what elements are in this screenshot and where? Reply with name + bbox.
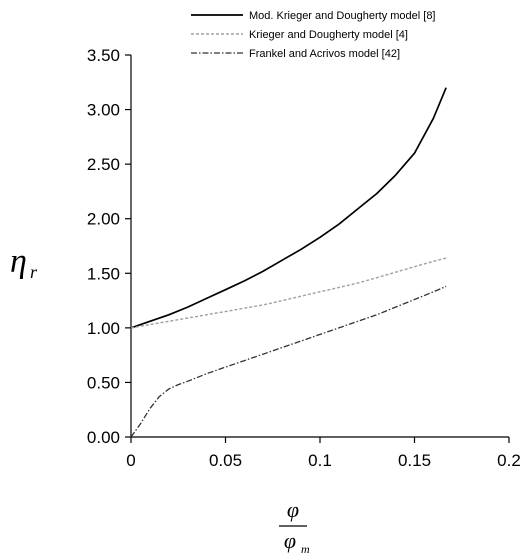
y-tick-label: 3.50: [87, 46, 120, 65]
y-tick-label: 3.00: [87, 101, 120, 120]
y-tick-label: 0.50: [87, 373, 120, 392]
x-tick-label: 0.2: [497, 451, 521, 470]
x-axis-label: φ φ m: [279, 497, 310, 556]
y-axis-label-main: η: [10, 243, 27, 280]
y-tick-label: 1.00: [87, 319, 120, 338]
y-tick-label: 2.00: [87, 210, 120, 229]
y-axis-label: η r: [10, 243, 38, 282]
x-axis-ticks: 0 0.05 0.1 0.15 0.2: [126, 437, 521, 470]
series-line-1: [130, 87, 447, 329]
legend: Mod. Krieger and Dougherty model [8] Krie…: [191, 10, 436, 60]
x-tick-label: 0.15: [398, 451, 431, 470]
y-tick-label: 1.50: [87, 264, 120, 283]
x-axis-label-denominator-sub: m: [301, 542, 310, 556]
y-axis-label-sub: r: [30, 262, 38, 282]
series-line-3: [130, 285, 447, 438]
legend-entry-1: Mod. Krieger and Dougherty model [8]: [249, 10, 436, 22]
series-line-2: [130, 257, 447, 329]
x-tick-label: 0.1: [308, 451, 332, 470]
y-axis-ticks: 0.00 0.50 1.00 1.50 2.00 2.50 3.00 3.50: [87, 46, 131, 447]
x-axis-label-denominator: φ: [284, 528, 296, 553]
x-tick-label: 0: [126, 451, 135, 470]
series-group: [130, 87, 447, 438]
x-tick-label: 0.05: [209, 451, 242, 470]
y-tick-label: 0.00: [87, 428, 120, 447]
y-tick-label: 2.50: [87, 155, 120, 174]
legend-entry-2: Krieger and Dougherty model [4]: [249, 29, 408, 41]
legend-entry-3: Frankel and Acrivos model [42]: [249, 48, 400, 60]
x-axis-label-numerator: φ: [287, 497, 299, 522]
